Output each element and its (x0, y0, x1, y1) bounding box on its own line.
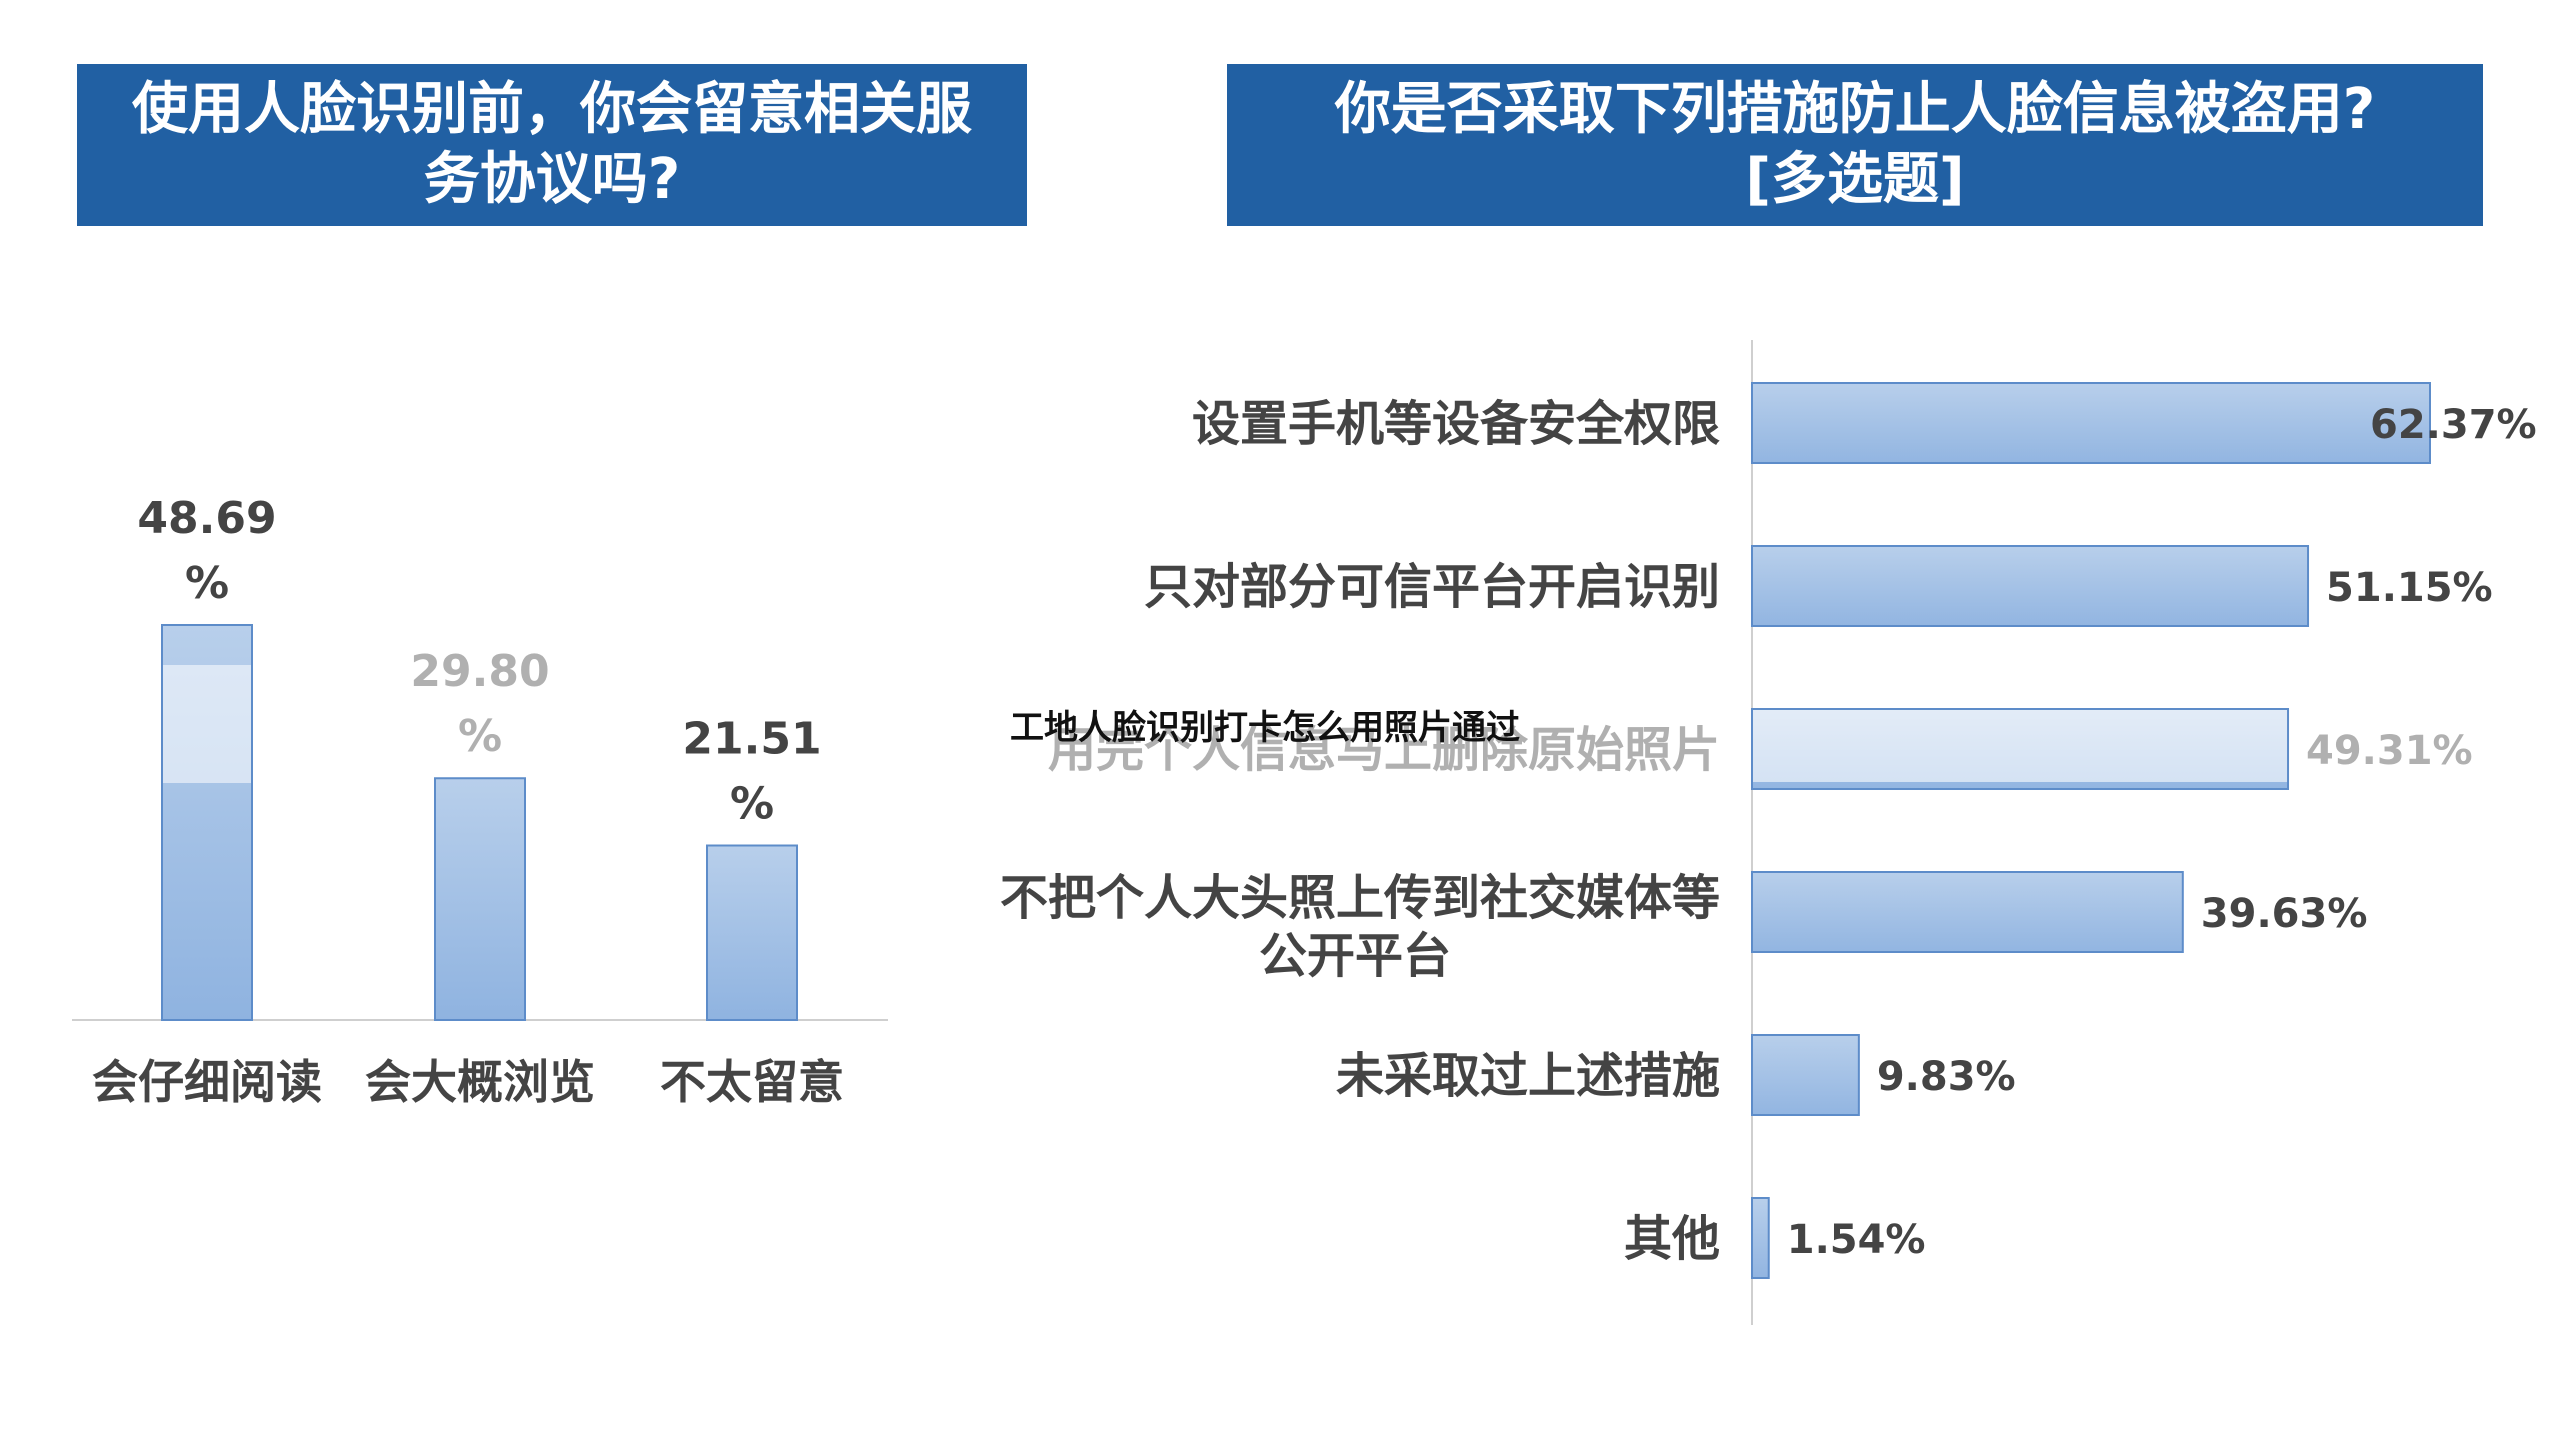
right-bar-5 (1751, 1197, 1770, 1279)
right-category-label-4-line-0: 未采取过上述措施 (1336, 1048, 1720, 1104)
right-bar-4 (1751, 1034, 1860, 1116)
right-category-label-3-line-1: 公开平台 (1259, 928, 1451, 984)
right-category-label-2-line-0: 用完个人信息马上删除原始照片 (1048, 722, 1720, 778)
right-data-label-2: 49.31% (2306, 728, 2473, 774)
right-bar-3 (1751, 871, 2184, 953)
left-category-label-2: 不太留意 (660, 1055, 844, 1109)
right-data-label-4: 9.83% (1877, 1054, 2016, 1100)
right-chart-title-line-1: 你是否采取下列措施防止人脸信息被盗用? (1334, 77, 2376, 142)
right-bar-0 (1751, 382, 2431, 464)
right-data-label-1: 51.15% (2326, 565, 2493, 611)
right-category-label-5-line-0: 其他 (1624, 1211, 1720, 1267)
overlay-caption: 工地人脸识别打卡怎么用照片通过 (1010, 708, 1520, 748)
left-data-label-1-unit: % (458, 711, 502, 762)
right-data-label-3: 39.63% (2201, 891, 2368, 937)
right-data-label-0: 62.37% (2370, 402, 2537, 448)
left-bar-0-highlight (163, 665, 251, 783)
right-bar-1 (1751, 545, 2310, 627)
left-chart-title-line-1: 使用人脸识别前，你会留意相关服 (132, 77, 972, 142)
left-chart-title-banner: 使用人脸识别前，你会留意相关服 务协议吗? (77, 64, 1027, 226)
left-bar-1 (434, 777, 526, 1021)
left-data-label-2-value: 21.51 (682, 713, 821, 764)
left-bar-chart: 48.69% 会仔细阅读 29.80% 会大概浏览 21.51% 不太留意 (72, 493, 888, 1109)
right-category-label-3-line-0: 不把个人大头照上传到社交媒体等 (1000, 870, 1720, 926)
left-data-label-1-value: 29.80 (410, 646, 549, 697)
left-chart-title-line-2: 务协议吗? (423, 147, 681, 212)
right-category-label-1-line-0: 只对部分可信平台开启识别 (1144, 559, 1720, 615)
right-category-label-0-line-0: 设置手机等设备安全权限 (1192, 396, 1720, 452)
left-category-label-1: 会大概浏览 (365, 1055, 595, 1109)
left-bar-2 (706, 844, 798, 1022)
left-data-label-0-value: 48.69 (137, 493, 276, 544)
left-data-label-0-unit: % (185, 558, 229, 609)
right-bar-2-highlight (1753, 710, 2288, 782)
right-bar-chart: 62.37% 设置手机等设备安全权限 51.15% 只对部分可信平台开启识别 49.31… (1000, 340, 2537, 1325)
right-data-label-5: 1.54% (1787, 1217, 1926, 1263)
left-data-label-2-unit: % (730, 778, 774, 829)
right-chart-title-line-2: [多选题] (1745, 147, 1965, 212)
right-chart-title-banner: 你是否采取下列措施防止人脸信息被盗用? [多选题] (1227, 64, 2483, 226)
left-category-label-0: 会仔细阅读 (92, 1055, 322, 1109)
